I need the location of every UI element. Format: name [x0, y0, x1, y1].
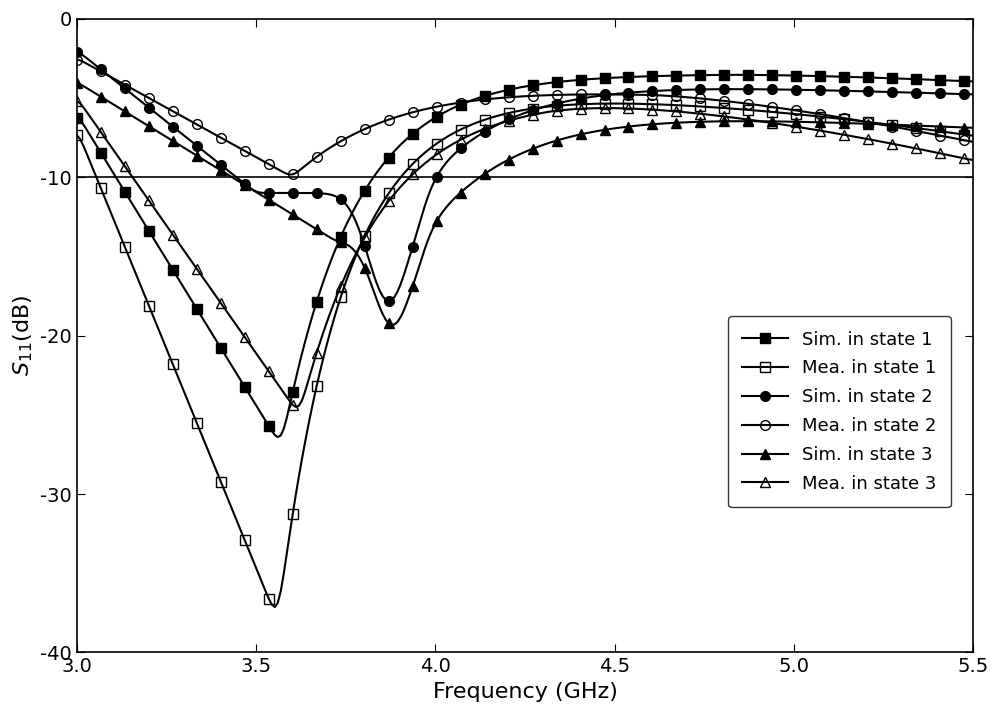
Sim. in state 1: [832, 72, 844, 81]
Line: Mea. in state 2: Mea. in state 2: [72, 55, 978, 180]
Mea. in state 2: [829, 113, 841, 121]
Sim. in state 1: [608, 73, 620, 82]
Mea. in state 3: [290, 403, 302, 411]
Sim. in state 3: [622, 123, 634, 131]
Line: Mea. in state 1: Mea. in state 1: [72, 98, 978, 612]
Mea. in state 1: [605, 99, 617, 108]
Sim. in state 3: [74, 80, 86, 88]
Sim. in state 1: [74, 116, 86, 124]
Mea. in state 1: [71, 131, 83, 140]
Line: Sim. in state 2: Sim. in state 2: [72, 47, 978, 306]
Mea. in state 3: [608, 104, 620, 113]
Sim. in state 2: [967, 90, 979, 98]
Mea. in state 3: [74, 99, 86, 108]
Mea. in state 3: [886, 140, 898, 148]
Sim. in state 1: [71, 113, 83, 122]
Sim. in state 2: [605, 90, 617, 98]
Legend: Sim. in state 1, Mea. in state 1, Sim. in state 2, Mea. in state 2, Sim. in stat: Sim. in state 1, Mea. in state 1, Sim. i…: [728, 316, 951, 507]
Mea. in state 2: [967, 138, 979, 146]
Y-axis label: $S_{11}$(dB): $S_{11}$(dB): [11, 295, 35, 376]
Sim. in state 3: [71, 79, 83, 88]
Mea. in state 3: [71, 97, 83, 106]
Sim. in state 3: [605, 125, 617, 133]
Sim. in state 2: [622, 88, 634, 97]
Sim. in state 2: [608, 90, 620, 98]
Sim. in state 1: [272, 433, 284, 441]
Sim. in state 1: [605, 73, 617, 82]
Mea. in state 3: [605, 104, 617, 113]
Sim. in state 3: [829, 118, 841, 127]
Mea. in state 1: [74, 135, 86, 143]
Mea. in state 2: [284, 170, 296, 179]
Mea. in state 2: [71, 55, 83, 63]
Mea. in state 1: [967, 131, 979, 140]
Sim. in state 3: [967, 123, 979, 132]
Mea. in state 1: [611, 99, 623, 108]
Sim. in state 2: [829, 86, 841, 95]
Line: Sim. in state 3: Sim. in state 3: [72, 78, 978, 330]
Mea. in state 1: [608, 99, 620, 108]
Mea. in state 3: [622, 104, 634, 113]
Sim. in state 1: [967, 77, 979, 86]
Line: Mea. in state 3: Mea. in state 3: [72, 96, 978, 412]
Mea. in state 2: [605, 90, 617, 98]
Mea. in state 1: [889, 121, 901, 130]
Mea. in state 1: [625, 99, 637, 108]
Sim. in state 3: [886, 120, 898, 129]
Mea. in state 2: [886, 122, 898, 130]
Mea. in state 3: [967, 155, 979, 164]
Sim. in state 3: [386, 321, 398, 329]
Mea. in state 3: [829, 129, 841, 138]
Sim. in state 2: [74, 49, 86, 58]
Sim. in state 2: [383, 297, 395, 305]
Sim. in state 3: [608, 124, 620, 133]
Sim. in state 2: [71, 48, 83, 56]
Mea. in state 2: [74, 56, 86, 65]
Mea. in state 2: [608, 90, 620, 98]
Line: Sim. in state 1: Sim. in state 1: [72, 70, 978, 442]
Sim. in state 1: [889, 74, 901, 83]
Mea. in state 1: [269, 602, 281, 611]
Sim. in state 1: [727, 71, 739, 79]
Mea. in state 2: [622, 91, 634, 99]
X-axis label: Frequency (GHz): Frequency (GHz): [433, 682, 618, 702]
Mea. in state 1: [832, 114, 844, 123]
Sim. in state 2: [886, 88, 898, 96]
Sim. in state 1: [622, 73, 634, 81]
